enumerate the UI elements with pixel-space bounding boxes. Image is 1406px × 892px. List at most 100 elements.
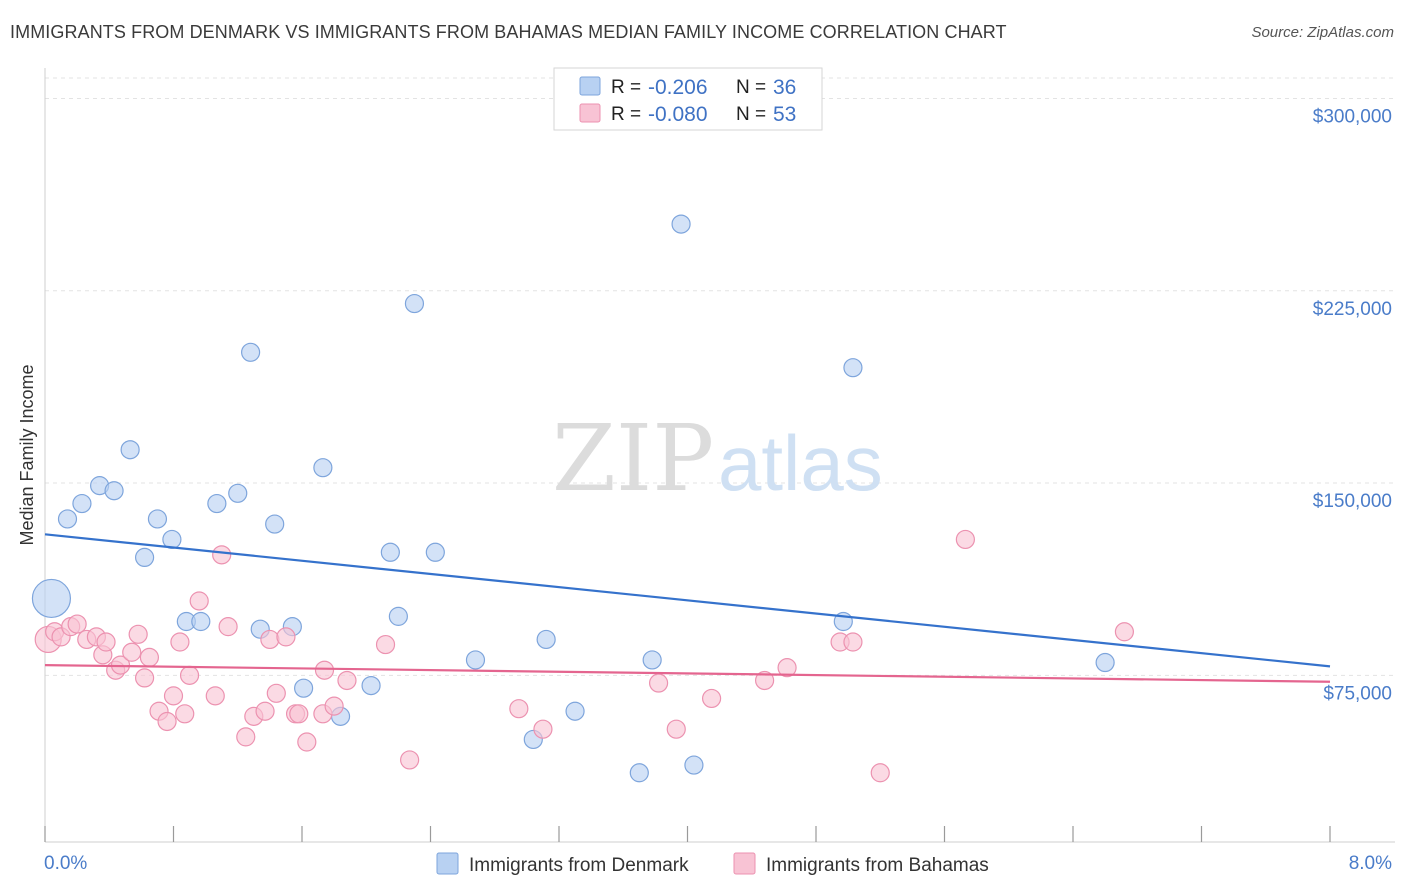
- point-denmark: [684, 755, 704, 775]
- point-denmark: [1095, 652, 1115, 673]
- point-bahamas: [236, 727, 256, 747]
- point-denmark: [629, 763, 649, 783]
- point-bahamas: [260, 629, 280, 650]
- point-denmark: [843, 358, 863, 378]
- point-denmark: [536, 629, 556, 650]
- point-denmark: [465, 650, 486, 670]
- legend-label-bahamas: Immigrants from Bahamas: [766, 855, 989, 876]
- point-denmark: [388, 606, 408, 626]
- point-denmark: [72, 493, 92, 514]
- legend-label-denmark: Immigrants from Denmark: [469, 855, 689, 876]
- point-denmark: [191, 611, 211, 632]
- point-bahamas: [666, 719, 686, 739]
- point-denmark: [104, 481, 124, 501]
- point-bahamas: [509, 699, 529, 719]
- point-bahamas: [289, 704, 309, 724]
- stats-legend-n-value-denmark: 36: [773, 76, 796, 99]
- point-bahamas: [843, 632, 863, 652]
- point-denmark: [120, 440, 140, 460]
- legend-swatch-bahamas: [733, 852, 756, 875]
- source-credit: Source: ZipAtlas.com: [1251, 24, 1394, 41]
- point-bahamas: [175, 704, 195, 724]
- point-bahamas: [276, 627, 296, 647]
- point-bahamas: [218, 617, 238, 637]
- point-bahamas: [1114, 622, 1135, 642]
- point-denmark: [134, 547, 155, 568]
- point-denmark: [265, 514, 285, 534]
- point-bahamas: [870, 763, 890, 783]
- y-tick-label: $75,000: [1323, 683, 1392, 704]
- x-tick-label: 0.0%: [44, 853, 87, 874]
- point-bahamas: [648, 673, 669, 693]
- stats-legend-n-label-denmark: N =: [736, 77, 766, 98]
- stats-legend-n-value-bahamas: 53: [773, 103, 796, 126]
- stats-legend-r-value-bahamas: -0.080: [648, 103, 708, 126]
- watermark-zip: ZIP: [552, 405, 714, 512]
- point-denmark: [361, 675, 381, 696]
- point-bahamas: [754, 670, 775, 691]
- point-bahamas: [96, 632, 116, 652]
- point-bahamas: [128, 624, 148, 644]
- watermark-atlas: atlas: [718, 419, 883, 507]
- stats-legend-n-label-bahamas: N =: [736, 104, 766, 125]
- stats-legend-swatch-denmark: [579, 76, 601, 96]
- point-denmark: [565, 701, 585, 721]
- point-bahamas: [777, 658, 797, 678]
- point-bahamas: [955, 529, 975, 550]
- point-denmark: [404, 293, 425, 314]
- point-bahamas: [170, 632, 190, 652]
- watermark: ZIP atlas: [552, 405, 883, 512]
- stats-legend-r-value-denmark: -0.206: [648, 76, 708, 99]
- point-bahamas: [134, 668, 155, 688]
- point-denmark: [57, 509, 78, 529]
- y-tick-label: $300,000: [1313, 106, 1392, 127]
- point-denmark: [294, 678, 314, 698]
- axes-layer: [44, 68, 1395, 843]
- trend-line-denmark: [44, 533, 1331, 668]
- point-bahamas: [266, 683, 286, 703]
- point-bahamas: [400, 750, 420, 770]
- y-axis-label: Median Family Income: [17, 364, 37, 545]
- tick-labels: $75,000 $150,000 $225,000 $300,000 0.0% 8.0%: [44, 106, 1392, 874]
- point-denmark: [207, 493, 227, 514]
- point-bahamas: [324, 696, 344, 716]
- point-bahamas: [297, 732, 317, 752]
- point-bahamas: [533, 719, 553, 739]
- point-bahamas: [337, 670, 357, 691]
- point-denmark: [228, 483, 248, 503]
- chart-title: IMMIGRANTS FROM DENMARK VS IMMIGRANTS FR…: [10, 22, 1007, 42]
- trend-layer: [44, 533, 1331, 683]
- point-bahamas: [314, 660, 335, 680]
- legend-swatch-denmark: [436, 852, 459, 875]
- point-denmark: [147, 509, 168, 529]
- y-tick-label: $225,000: [1313, 299, 1392, 320]
- point-denmark: [642, 650, 662, 670]
- point-bahamas: [179, 665, 200, 685]
- stats-legend-r-label-bahamas: R =: [611, 104, 641, 125]
- point-denmark: [313, 458, 333, 478]
- point-bahamas: [375, 634, 396, 655]
- point-denmark: [380, 542, 400, 562]
- grid-layer: [45, 77, 1395, 676]
- stats-legend-swatch-bahamas: [579, 103, 601, 123]
- point-bahamas: [157, 711, 177, 732]
- x-tick-label: 8.0%: [1349, 853, 1392, 874]
- y-tick-label: $150,000: [1313, 491, 1392, 512]
- trend-line-bahamas: [44, 663, 1331, 683]
- point-bahamas: [122, 642, 142, 662]
- point-denmark: [241, 342, 261, 362]
- stats-legend-r-label-denmark: R =: [611, 77, 641, 98]
- point-bahamas: [205, 686, 225, 706]
- point-denmark: [671, 214, 691, 234]
- point-denmark: [425, 542, 445, 562]
- point-bahamas: [189, 591, 209, 611]
- point-bahamas: [139, 647, 160, 667]
- point-bahamas: [701, 688, 722, 709]
- stats-legend: R = -0.206 N = 36 R = -0.080 N = 53: [553, 67, 823, 131]
- point-bahamas: [255, 701, 275, 721]
- point-bahamas: [67, 614, 87, 634]
- point-denmark: [31, 578, 72, 619]
- point-bahamas: [163, 686, 184, 706]
- series-legend: Immigrants from Denmark Immigrants from …: [436, 852, 989, 876]
